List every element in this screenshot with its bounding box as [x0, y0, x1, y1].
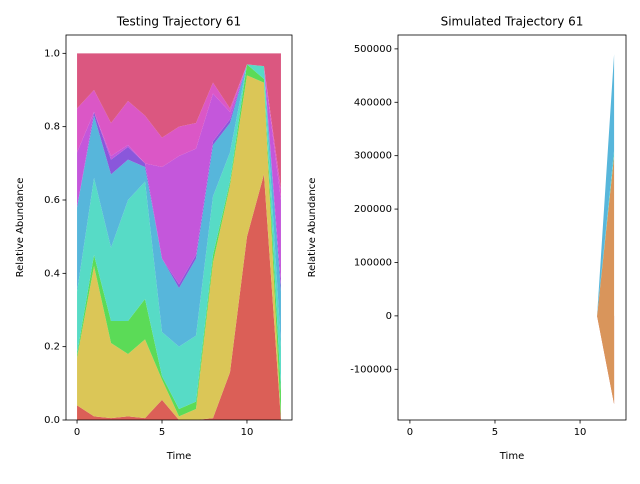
y-tick-label: 500000	[354, 44, 392, 55]
area	[409, 315, 615, 404]
x-tick-label: 0	[407, 427, 413, 438]
area	[77, 53, 281, 190]
y-tick-label: 200000	[354, 204, 392, 215]
area	[409, 54, 615, 316]
y-tick-label: -100000	[350, 364, 392, 375]
y-tick-label: 0.0	[44, 415, 60, 426]
axes-frame	[397, 34, 627, 421]
y-axis-label: Relative Abundance	[15, 178, 26, 278]
y-tick-label: 0.4	[44, 268, 60, 279]
y-tick-label: 400000	[354, 97, 392, 108]
y-tick-label: 1.0	[44, 48, 60, 59]
x-tick-label: 0	[74, 427, 80, 438]
chart-title: Testing Trajectory 61	[116, 15, 241, 29]
area	[77, 75, 281, 420]
y-tick-label: 0.2	[44, 342, 60, 353]
axes-frame	[65, 34, 293, 421]
area	[77, 64, 281, 409]
y-axis-label: Relative Abundance	[307, 178, 318, 278]
y-tick-label: 0.8	[44, 122, 60, 133]
x-axis-label: Time	[499, 451, 524, 462]
area	[77, 64, 281, 292]
area	[409, 155, 615, 404]
y-tick-label: 100000	[354, 257, 392, 268]
area	[77, 64, 281, 420]
x-tick-label: 5	[492, 427, 498, 438]
x-axis-label: Time	[166, 451, 191, 462]
area	[77, 64, 281, 347]
area	[77, 64, 281, 200]
area	[77, 174, 281, 420]
chart-title: Simulated Trajectory 61	[441, 15, 584, 29]
x-tick-label: 10	[574, 427, 587, 438]
y-tick-label: 0.6	[44, 195, 60, 206]
area	[77, 64, 281, 285]
y-tick-label: 0	[386, 311, 392, 322]
x-tick-label: 10	[241, 427, 254, 438]
area	[409, 150, 615, 316]
x-tick-label: 5	[159, 427, 165, 438]
y-tick-label: 300000	[354, 151, 392, 162]
